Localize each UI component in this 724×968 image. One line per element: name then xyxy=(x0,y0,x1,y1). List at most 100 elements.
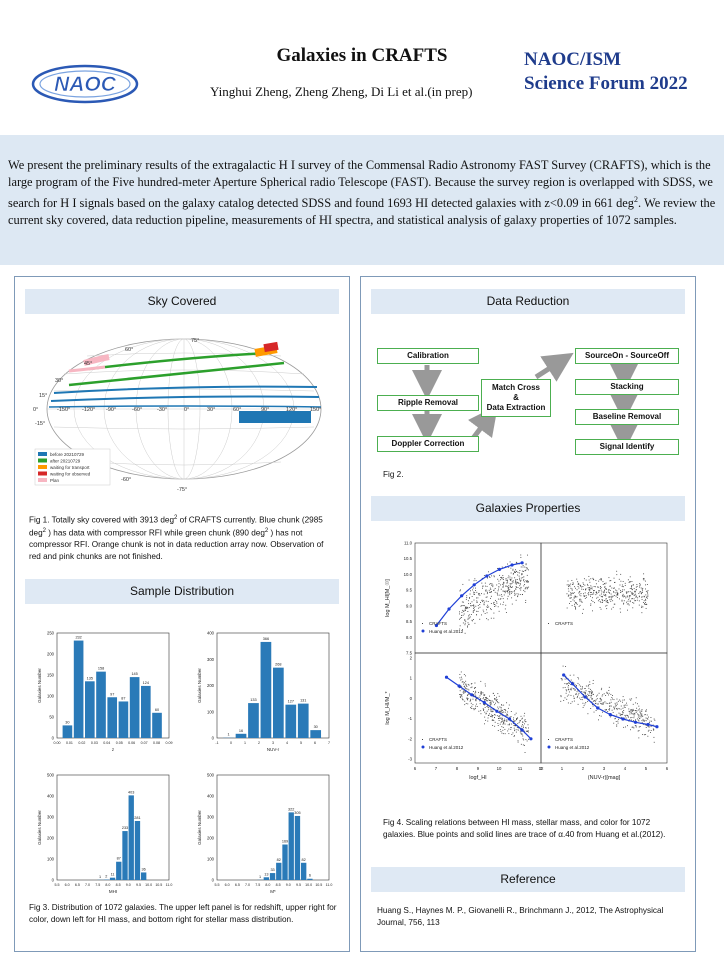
scatter-point xyxy=(591,704,593,706)
scatter-point xyxy=(627,714,628,716)
scatter-point xyxy=(514,725,516,727)
scatter-point xyxy=(609,599,611,601)
scatter-point xyxy=(575,685,577,687)
legend-huang: Huang et al.2012 xyxy=(555,745,590,750)
y-tick-label: 400 xyxy=(47,794,55,799)
scatter-point xyxy=(522,738,524,740)
scatter-point xyxy=(647,718,649,720)
scatter-point xyxy=(527,569,529,571)
scatter-point xyxy=(479,603,481,605)
scatter-point xyxy=(474,694,476,696)
scatter-point xyxy=(603,593,605,595)
x-tick-label: 0.09 xyxy=(166,741,173,745)
scatter-point xyxy=(635,586,637,588)
scatter-point xyxy=(509,561,511,563)
scatter-point xyxy=(519,731,521,733)
histogram-bar xyxy=(297,703,309,738)
scatter-point xyxy=(601,599,603,601)
scatter-point xyxy=(614,702,616,704)
scatter-point xyxy=(473,694,475,696)
lat-label: 15° xyxy=(39,393,47,399)
scatter-point xyxy=(645,584,647,586)
histogram-bar xyxy=(260,641,272,738)
scatter-point xyxy=(487,706,489,708)
scatter-point xyxy=(581,586,583,588)
scatter-point xyxy=(617,593,618,595)
bar-value-label: 366 xyxy=(263,637,269,641)
scatter-point xyxy=(503,601,505,603)
scatter-point xyxy=(464,624,466,626)
scatter-point xyxy=(506,713,508,715)
scatter-point xyxy=(484,683,486,685)
y-axis-label: Galaxies Number xyxy=(197,810,202,845)
scatter-point xyxy=(588,684,589,686)
scatter-point xyxy=(471,601,473,603)
huang-trend-line xyxy=(435,562,523,626)
scatter-point xyxy=(589,587,591,589)
scatter-point xyxy=(505,720,507,722)
scatter-point xyxy=(524,570,526,572)
bar-value-label: 1 xyxy=(259,875,261,879)
scatter-point xyxy=(589,594,591,596)
scatter-point xyxy=(460,695,462,696)
scatter-point xyxy=(467,688,469,690)
scatter-point xyxy=(586,596,588,598)
scatter-point xyxy=(577,582,579,584)
scatter-point xyxy=(528,731,529,733)
scatter-point xyxy=(575,596,577,598)
scatter-point xyxy=(514,593,516,595)
scatter-point xyxy=(622,595,624,596)
scatter-point xyxy=(616,724,618,726)
scatter-point xyxy=(598,599,600,601)
scatter-point xyxy=(487,604,489,606)
scatter-point xyxy=(646,584,648,585)
scatter-point xyxy=(520,566,522,568)
scatter-point xyxy=(605,599,607,601)
scatter-point xyxy=(608,592,610,593)
scatter-point xyxy=(513,724,515,726)
scatter-point xyxy=(565,689,567,691)
scatter-point xyxy=(508,704,510,706)
scatter-point xyxy=(520,556,522,558)
lat-label: -15° xyxy=(35,421,45,427)
scatter-point xyxy=(571,687,573,689)
scatter-point xyxy=(641,605,643,607)
sky-covered-header: Sky Covered xyxy=(25,289,339,314)
scatter-point xyxy=(580,584,582,586)
scatter-point xyxy=(616,698,618,700)
scatter-point xyxy=(494,698,496,700)
scatter-point xyxy=(574,596,576,597)
scatter-point xyxy=(528,586,530,588)
scatter-point xyxy=(502,590,504,592)
scatter-point xyxy=(464,700,466,702)
green-chunk xyxy=(88,351,270,371)
scatter-point xyxy=(569,682,571,684)
scatter-point xyxy=(573,592,575,594)
sample-distribution-header: Sample Distribution xyxy=(25,579,339,604)
scatter-point xyxy=(630,729,631,731)
x-tick-label: 9.5 xyxy=(136,883,141,887)
scatter-point xyxy=(570,702,572,704)
scatter-point xyxy=(517,741,519,743)
scatter-point xyxy=(631,713,633,715)
scatter-point xyxy=(459,677,461,679)
scatter-point xyxy=(626,595,628,597)
x-axis-label: z xyxy=(112,747,115,752)
scatter-point xyxy=(490,708,492,710)
scatter-point xyxy=(620,611,622,613)
scatter-point xyxy=(481,593,482,595)
scatter-point xyxy=(519,579,520,581)
scatter-point xyxy=(501,595,503,597)
scatter-point xyxy=(464,687,466,689)
scatter-point xyxy=(572,583,574,585)
scatter-point xyxy=(609,708,611,710)
scatter-point xyxy=(597,586,598,588)
scatter-point xyxy=(461,697,463,699)
scatter-point xyxy=(518,572,520,574)
scatter-point xyxy=(641,709,643,711)
scatter-point xyxy=(505,709,507,711)
y-tick-label: 9.0 xyxy=(406,603,413,608)
scatter-point xyxy=(641,591,643,593)
scatter-point xyxy=(463,674,465,675)
bar-value-label: 97 xyxy=(110,692,114,696)
